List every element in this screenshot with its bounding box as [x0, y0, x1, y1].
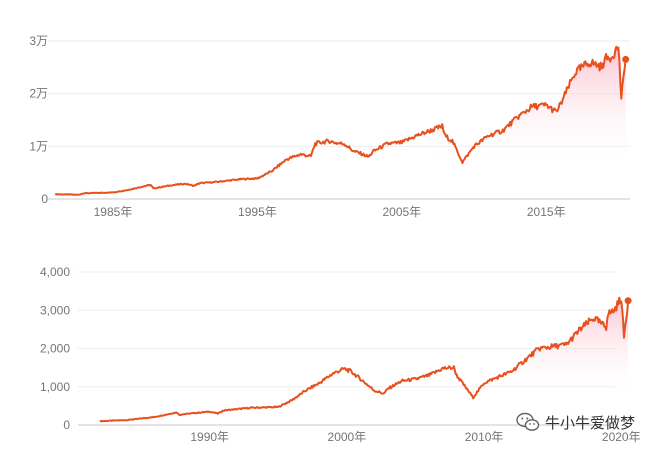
- chart-top: 0 1万 2万 3万 1985年 1995年 2005年 2015年: [29, 34, 630, 219]
- y-tick-label: 1万: [29, 139, 48, 153]
- watermark-text: 牛小牛爱做梦: [545, 413, 636, 432]
- x-tick-label: 2005年: [382, 205, 421, 219]
- y-tick-label: 3万: [29, 34, 48, 48]
- y-tick-label: 2,000: [40, 342, 70, 356]
- x-tick-label: 2015年: [527, 205, 566, 219]
- last-point-marker: [624, 297, 632, 305]
- chart-bottom: 0 1,000 2,000 3,000 4,000 1990年 2000年 2010年 2020…: [40, 265, 641, 444]
- series-line: [54, 45, 627, 196]
- wechat-icon: [516, 412, 540, 431]
- series-area-fill: [430, 46, 626, 168]
- y-tick-label: 2万: [29, 87, 48, 101]
- x-tick-label: 2020年: [602, 430, 641, 444]
- last-point-marker: [622, 55, 630, 63]
- y-tick-label: 0: [63, 418, 70, 432]
- y-tick-label: 1,000: [40, 380, 70, 394]
- y-tick-label: 3,000: [40, 303, 70, 317]
- x-tick-label: 2000年: [328, 430, 367, 444]
- x-tick-label: 2010年: [465, 430, 504, 444]
- watermark: 牛小牛爱做梦: [516, 411, 635, 433]
- x-tick-label: 1995年: [238, 205, 277, 219]
- x-tick-label: 1985年: [94, 205, 133, 219]
- y-tick-label: 4,000: [40, 265, 70, 279]
- series-line: [99, 296, 630, 423]
- x-tick-label: 1990年: [190, 430, 229, 444]
- y-tick-label: 0: [41, 192, 48, 206]
